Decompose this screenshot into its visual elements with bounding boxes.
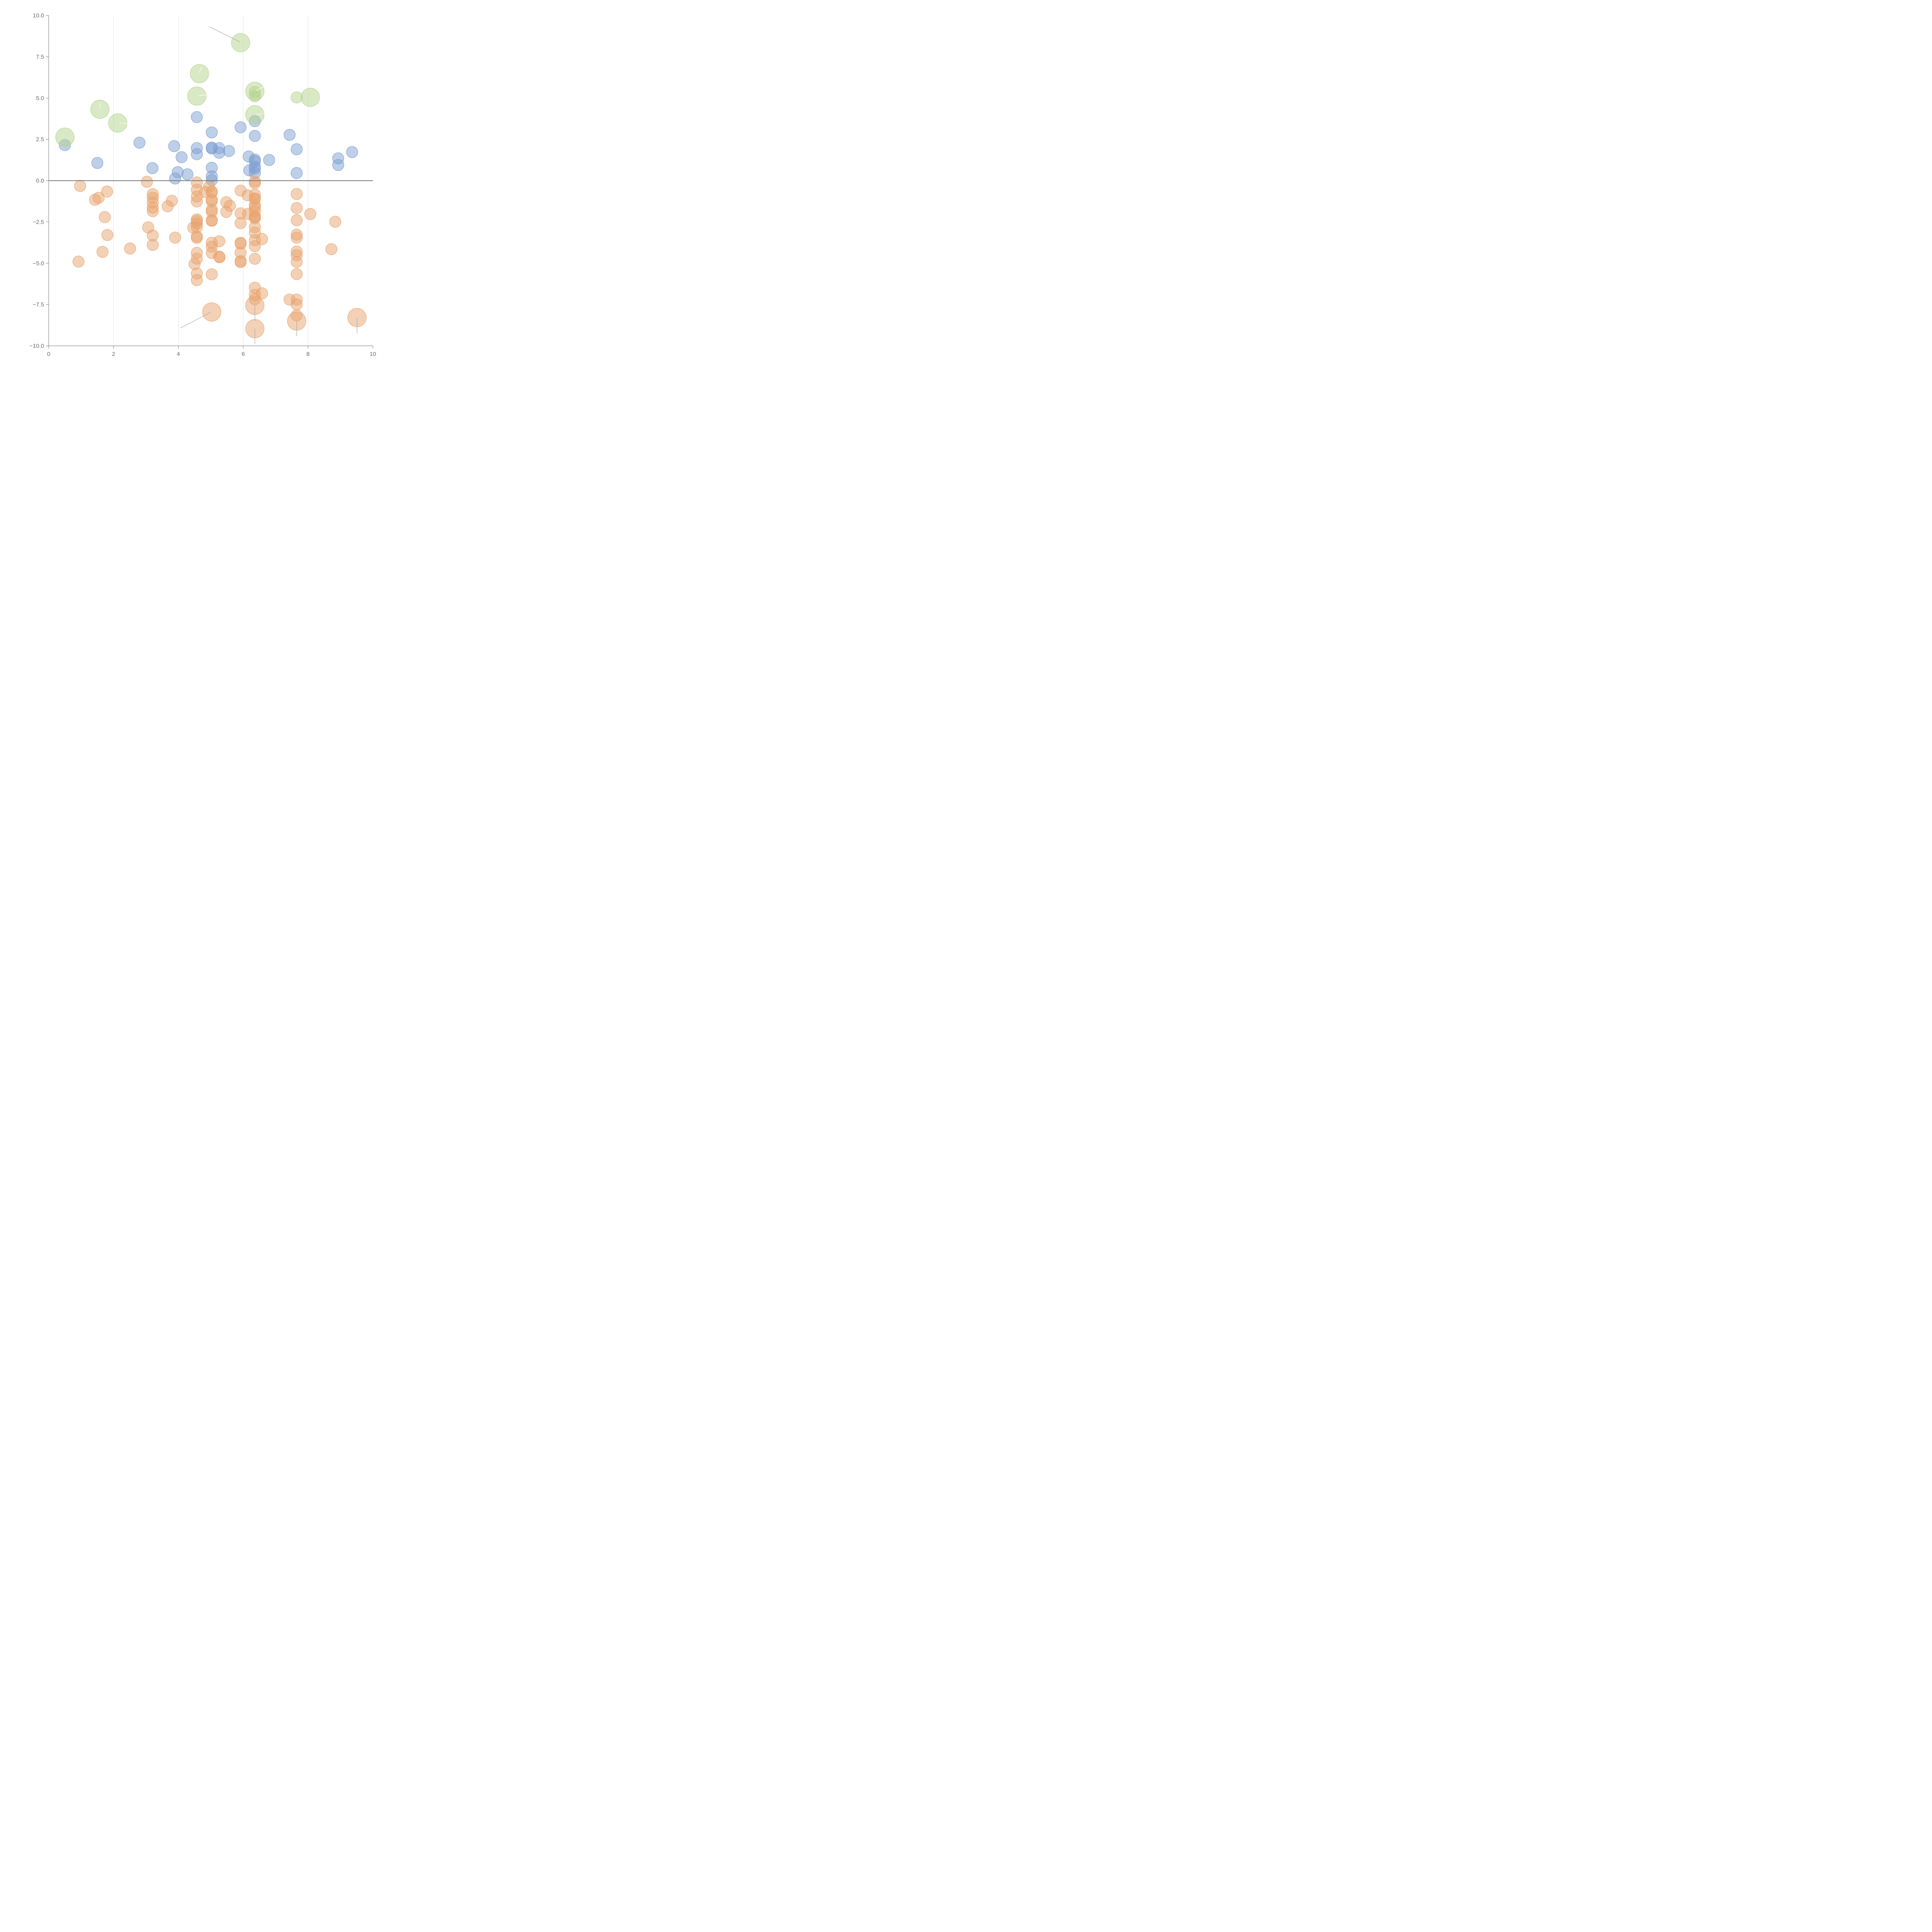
data-point-blue [223, 145, 235, 157]
data-point-orange [74, 180, 86, 192]
data-point-blue [133, 136, 146, 149]
data-point-blue [168, 140, 180, 152]
data-point-blue [91, 157, 104, 169]
x-tick-label: 8 [306, 351, 310, 357]
data-point-orange [213, 251, 226, 264]
data-point-blue [213, 146, 225, 159]
x-tick-label: 4 [177, 351, 180, 357]
bubble-layer [55, 33, 367, 338]
data-point-orange [249, 177, 261, 189]
data-point-blue [346, 146, 358, 158]
data-point-orange [249, 253, 261, 265]
data-point-blue [284, 129, 296, 141]
data-point-green [301, 88, 320, 107]
data-point-orange [124, 242, 136, 255]
scatter-chart: −10.0 −7.5 −5.0 −2.5 0.0 2.5 5.0 7.5 10.0 0 2 4 6 8 10 [29, 12, 376, 357]
y-tick-label: 7.5 [36, 54, 44, 60]
data-point-orange [291, 188, 303, 200]
data-point-green [108, 113, 128, 133]
data-point-orange [206, 215, 218, 227]
x-tick-label: 2 [112, 351, 115, 357]
data-point-orange [325, 243, 337, 255]
data-point-orange [96, 246, 109, 258]
data-point-orange [191, 274, 203, 286]
y-tick-label: 2.5 [36, 136, 44, 143]
data-point-orange [249, 240, 261, 252]
data-point-orange [256, 233, 268, 245]
y-tick-label: −5.0 [32, 260, 44, 267]
y-tick-label: −2.5 [32, 219, 44, 225]
y-tick-label: −10.0 [29, 343, 44, 349]
leader-line [256, 113, 266, 115]
data-point-orange [166, 195, 178, 207]
leader-line [198, 94, 209, 96]
data-point-green [231, 33, 250, 53]
y-tick-label: −7.5 [32, 301, 44, 308]
data-point-orange [213, 235, 225, 247]
data-point-green [90, 100, 110, 119]
data-point-orange [92, 192, 105, 204]
leader-line [199, 67, 202, 73]
data-point-blue [175, 151, 188, 163]
leader-layer [99, 26, 357, 344]
data-point-blue [291, 143, 303, 155]
data-point-orange [191, 232, 203, 244]
data-point-blue [206, 126, 218, 138]
label-layer: −10.0 −7.5 −5.0 −2.5 0.0 2.5 5.0 7.5 10.0 0 2 4 6 8 10 [29, 12, 376, 357]
data-point-orange [291, 231, 303, 244]
data-point-green-small [249, 90, 261, 102]
x-tick-label: 0 [47, 351, 50, 357]
data-point-green [245, 105, 265, 124]
data-point-green [55, 128, 75, 147]
data-point-blue [146, 162, 158, 174]
leader-line [256, 87, 264, 91]
data-point-blue [191, 111, 203, 123]
data-point-green [190, 64, 209, 83]
y-tick-label: 0.0 [36, 178, 44, 184]
data-point-blue [191, 148, 203, 160]
data-point-orange [291, 202, 303, 214]
data-point-orange [146, 205, 159, 217]
data-point-orange [291, 268, 303, 280]
x-tick-label: 10 [370, 351, 376, 357]
data-point-blue [181, 168, 194, 180]
data-point-blue [263, 154, 275, 166]
data-point-orange [101, 185, 113, 198]
data-point-orange-large [202, 302, 221, 321]
data-point-green-small [291, 91, 303, 104]
data-point-orange [146, 239, 159, 251]
data-point-orange [291, 298, 303, 311]
y-tick-label: 5.0 [36, 95, 44, 102]
leader-line [119, 122, 128, 124]
data-point-orange [206, 268, 218, 281]
data-point-orange [256, 287, 268, 299]
data-point-green [187, 87, 206, 106]
leader-line [180, 312, 211, 328]
data-point-orange [169, 231, 181, 244]
data-point-orange [291, 256, 303, 268]
data-point-orange [72, 255, 85, 268]
data-point-orange [291, 214, 303, 226]
data-point-blue [332, 159, 344, 171]
data-point-orange [224, 200, 236, 212]
data-point-orange [235, 217, 247, 229]
data-point-orange [329, 216, 341, 228]
y-tick-label: 10.0 [33, 12, 44, 19]
data-point-orange [191, 196, 203, 207]
leader-line [209, 26, 240, 42]
data-point-blue [291, 167, 303, 179]
data-point-blue [235, 121, 247, 133]
data-point-orange [191, 252, 203, 265]
data-point-blue [249, 130, 261, 142]
x-tick-label: 6 [242, 351, 245, 357]
data-point-blue [169, 172, 181, 185]
data-point-orange [304, 208, 316, 220]
data-point-orange [235, 256, 247, 268]
data-point-orange [101, 229, 114, 241]
data-point-orange [99, 211, 111, 223]
data-point-orange [141, 176, 153, 188]
